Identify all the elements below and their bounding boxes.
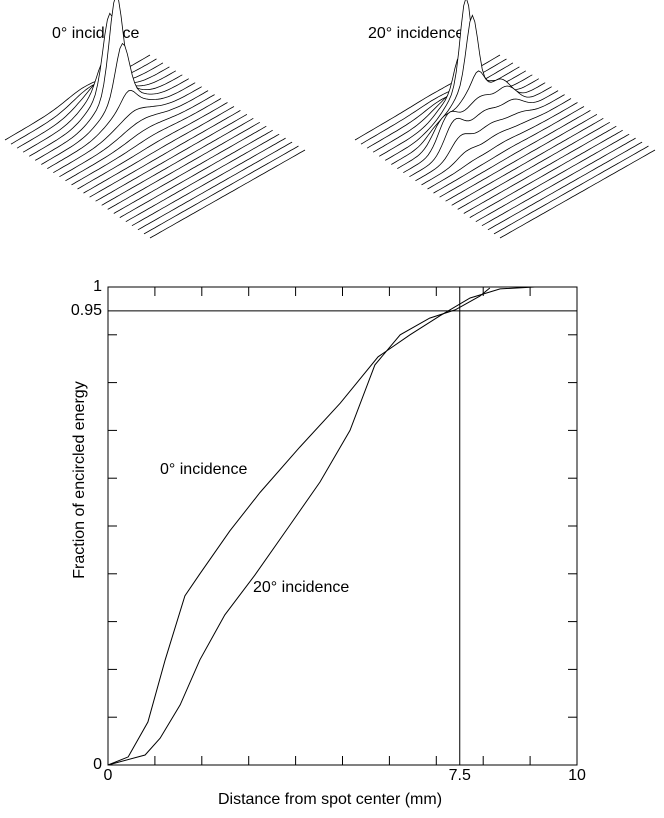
x-tick-label: 0 (104, 767, 113, 784)
surface-line (149, 149, 306, 239)
surface-profile (53, 86, 202, 173)
surface-line (77, 102, 228, 190)
surface-line (451, 117, 604, 206)
surface-line (457, 121, 610, 210)
surface-line (113, 125, 267, 214)
panel-title: 20° incidence (368, 25, 464, 42)
y-tick-label: 1 (93, 278, 102, 295)
surface-line (403, 85, 552, 174)
x-tick-label: 7.5 (449, 767, 471, 784)
curve (107, 286, 535, 766)
surface-line (47, 82, 196, 169)
surface-line (421, 98, 572, 186)
surface-line (35, 0, 183, 161)
y-tick-label: 0.95 (71, 302, 102, 319)
surface-line (131, 137, 286, 227)
surface-line (397, 70, 546, 169)
surface-line (439, 110, 591, 198)
surface-line (137, 141, 293, 231)
surface-profile (59, 90, 209, 177)
surface-line (409, 90, 559, 178)
surface-line (125, 133, 280, 223)
surface-line (10, 58, 157, 145)
surface-profile (83, 106, 234, 194)
surface-line (95, 114, 248, 202)
panel-title: 0° incidence (52, 25, 139, 42)
surface-line (101, 117, 254, 206)
surface-line (493, 145, 649, 235)
surface-line (499, 149, 656, 239)
surface-profile (421, 98, 571, 185)
surface-line (469, 129, 623, 218)
surface-profile (385, 0, 533, 161)
surface-line (28, 12, 177, 157)
curve-label: 20° incidence (253, 579, 349, 596)
surface-line (143, 145, 299, 235)
surface-line (487, 141, 643, 231)
surface-line (415, 94, 565, 182)
surface-line (433, 106, 585, 194)
plot-frame (107, 286, 578, 766)
surface-line (119, 129, 273, 218)
surface-line (65, 94, 215, 182)
surface-line (53, 86, 202, 174)
surface-line (41, 42, 189, 165)
surface-profile (41, 43, 189, 165)
surface-line (22, 60, 170, 153)
surface-profile (415, 94, 565, 181)
surface-profile (35, 0, 183, 161)
surface-profile (427, 102, 578, 189)
surface-line (16, 62, 164, 149)
x-tick-label: 10 (568, 767, 586, 784)
surface-line (427, 102, 578, 190)
surface-line (107, 121, 260, 210)
x-axis-title: Distance from spot center (mm) (218, 791, 442, 808)
surface-line (481, 137, 636, 227)
surface-line (89, 110, 241, 198)
y-axis-title: Fraction of encircled energy (71, 381, 88, 578)
surface-line (475, 133, 630, 223)
y-tick-label: 0 (93, 756, 102, 773)
surface-line (83, 106, 235, 194)
surface-line (71, 98, 222, 186)
surface-profile (29, 13, 176, 157)
surface-line (463, 125, 617, 214)
surface-line (366, 62, 514, 149)
curve-label: 0° incidence (160, 461, 247, 478)
surface-profile (433, 106, 584, 194)
surface-profile (47, 82, 196, 169)
surface-line (445, 114, 598, 202)
curve (107, 287, 491, 766)
surface-profile (391, 15, 539, 165)
surface-line (59, 90, 209, 178)
